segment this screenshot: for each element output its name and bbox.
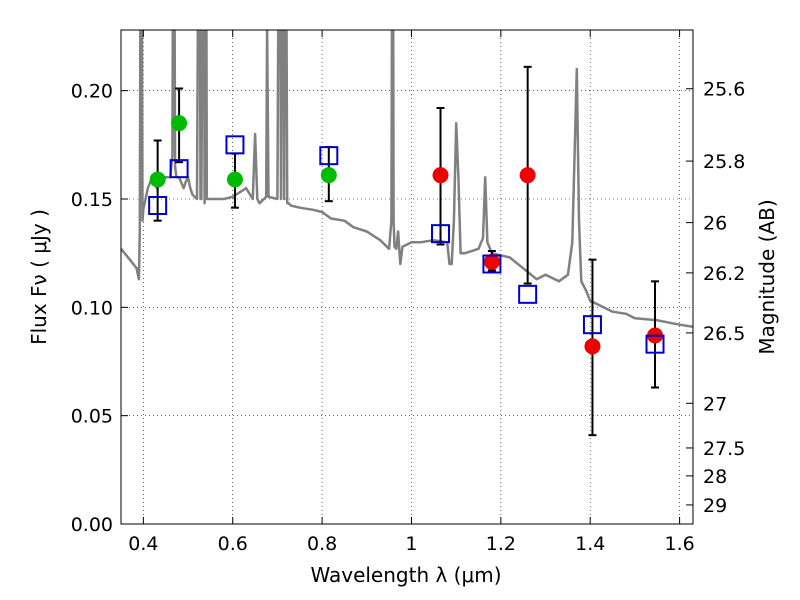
y2-axis-label: Magnitude (AB)	[755, 199, 779, 354]
axis-ticks: 0.4 0.6 0.8 1 1.2 1.4 1.6 0.00 0.05 0.10 0.15 0.20 2…	[71, 30, 745, 555]
flux-point	[226, 171, 243, 188]
plot-area	[121, 30, 693, 524]
y-tick-label: 0.20	[71, 81, 113, 103]
y-tick-label: 0.15	[71, 189, 113, 211]
plot-frame	[120, 29, 694, 525]
model-square	[431, 224, 451, 244]
data-layer	[121, 30, 693, 437]
flux-point	[149, 171, 166, 188]
model-square	[518, 284, 538, 304]
model-square	[482, 254, 502, 274]
x-tick-label: 1.2	[486, 533, 516, 555]
y-tick-label: 0.00	[71, 514, 113, 536]
y-axis-label: Flux Fν ( μJy )	[27, 209, 51, 345]
flux-point	[519, 167, 536, 184]
y2-tick-label: 29	[703, 495, 727, 517]
y2-tick-label: 26	[703, 213, 727, 235]
x-tick-label: 0.6	[218, 533, 248, 555]
model-square	[645, 334, 665, 354]
x-axis-label: Wavelength λ (μm)	[310, 563, 501, 587]
model-square	[582, 315, 602, 335]
y2-tick-label: 25.6	[703, 79, 745, 101]
model-square	[169, 159, 189, 179]
y-tick-label: 0.10	[71, 297, 113, 319]
y2-tick-label: 27	[703, 393, 727, 415]
flux-point	[171, 115, 188, 132]
model-square	[319, 146, 339, 166]
y2-tick-label: 26.2	[703, 263, 745, 285]
flux-point	[584, 338, 601, 355]
y-tick-label: 0.05	[71, 406, 113, 428]
y2-tick-label: 25.8	[703, 151, 745, 173]
x-tick-label: 1.4	[575, 533, 605, 555]
y2-tick-label: 27.5	[703, 438, 745, 460]
model-square	[148, 196, 168, 215]
flux-point	[432, 167, 449, 184]
flux-point	[320, 167, 337, 184]
x-tick-label: 0.4	[128, 533, 158, 555]
y2-tick-label: 26.5	[703, 323, 745, 345]
flux-point	[483, 253, 500, 270]
model-square	[225, 135, 245, 155]
x-tick-label: 0.8	[307, 533, 337, 555]
x-tick-label: 1	[405, 533, 417, 555]
y2-tick-label: 28	[703, 466, 727, 488]
x-tick-label: 1.6	[664, 533, 694, 555]
